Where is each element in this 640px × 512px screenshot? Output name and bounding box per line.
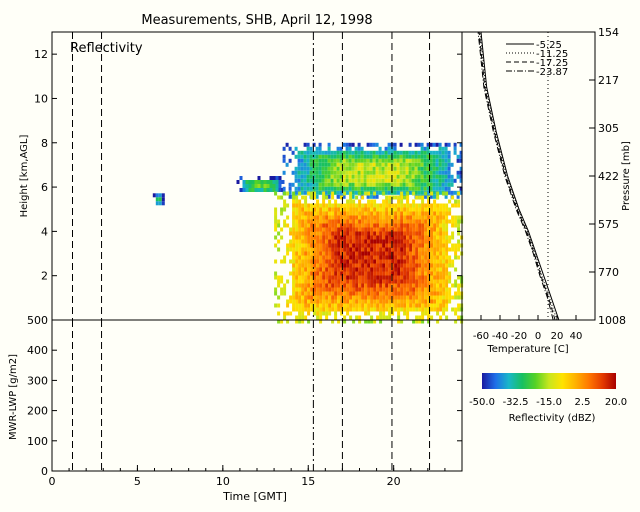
height-tick-label: 6	[41, 181, 48, 194]
temperature-axis-label: Temperature [C]	[486, 344, 568, 355]
pressure-tick-label: 305	[598, 122, 619, 135]
pressure-tick-label: 770	[598, 266, 619, 279]
temperature-tick-label: -60	[473, 331, 489, 342]
lwp-dashed-lines	[72, 320, 431, 471]
colorbar: -50.0 -32.5 -15.0 2.5 20.0 Reflectivity (dBZ…	[469, 373, 627, 424]
time-tick-label: 20	[387, 475, 401, 488]
pressure-tick-label: 1008	[598, 314, 626, 327]
colorbar-tick-label: -32.5	[503, 397, 529, 408]
temperature-profile-line	[477, 31, 554, 321]
pressure-tick-label: 217	[598, 74, 619, 87]
colorbar-tick-label: 2.5	[575, 397, 591, 408]
lwp-axis-label: MWR-LWP [g/m2]	[8, 354, 19, 440]
lwp-tick-label: 100	[27, 435, 48, 448]
reflectivity-panel: 2 4 6 8 10 12 Reflectivity Height [km,AGL]	[19, 31, 464, 324]
temperature-profile-line	[480, 31, 560, 321]
height-tick-label: 10	[34, 92, 48, 105]
reflectivity-dashed-lines	[72, 32, 431, 320]
pressure-tick-label: 154	[598, 26, 619, 39]
height-tick-label: 12	[34, 48, 48, 61]
reflectivity-field	[152, 142, 464, 324]
height-axis-label: Height [km,AGL]	[19, 135, 30, 218]
temperature-panel: -60 -40 -20 0 20 40 154 217 305 422 575 770 1008 -5…	[461, 26, 632, 355]
echo-region-4	[274, 191, 464, 324]
time-tick-label: 5	[134, 475, 141, 488]
colorbar-tick-label: -15.0	[536, 397, 562, 408]
time-tick-label: 10	[216, 475, 230, 488]
lwp-y-ticks: 0 100 200 300 400 500	[27, 314, 462, 478]
figure-title: Measurements, SHB, April 12, 1998	[141, 13, 372, 28]
colorbar-gradient	[482, 373, 616, 389]
lwp-tick-label: 400	[27, 344, 48, 357]
lwp-panel: 0 100 200 300 400 500 0 5 10 15 20 MWR-LWP [g/m2]…	[8, 314, 463, 503]
pressure-ticks: 154 217 305 422 575 770 1008	[589, 26, 626, 327]
temperature-tick-label: 20	[551, 331, 564, 342]
time-axis-label: Time [GMT]	[222, 490, 287, 503]
temperature-tick-label: 40	[570, 331, 583, 342]
height-tick-label: 2	[41, 270, 48, 283]
temperature-profiles	[477, 31, 560, 321]
temperature-profile-line	[478, 31, 556, 321]
time-tick-label: 15	[301, 475, 315, 488]
lwp-tick-label: 0	[41, 465, 48, 478]
lwp-tick-label: 300	[27, 374, 48, 387]
legend-entry: -23.87	[536, 67, 568, 78]
legend-entry: -5.25	[536, 40, 562, 51]
lwp-tick-label: 200	[27, 405, 48, 418]
legend-entry: -17.25	[536, 58, 568, 69]
legend-entry: -11.25	[536, 49, 568, 60]
echo-region-2	[236, 176, 285, 192]
reflectivity-y-ticks: 2 4 6 8 10 12	[34, 48, 462, 283]
echo-region-1	[152, 193, 165, 206]
height-tick-label: 4	[41, 225, 48, 238]
temperature-tick-label: -40	[492, 331, 508, 342]
height-tick-label: 8	[41, 137, 48, 150]
temperature-plot-area	[461, 31, 596, 321]
time-tick-label: 0	[49, 475, 56, 488]
temperature-x-ticks: -60 -40 -20 0 20 40	[473, 315, 583, 342]
pressure-tick-label: 422	[598, 170, 619, 183]
temperature-profile-line	[479, 31, 558, 321]
pressure-axis-label: Pressure [mb]	[621, 141, 632, 211]
reflectivity-panel-label: Reflectivity	[70, 41, 143, 56]
colorbar-label: Reflectivity (dBZ)	[509, 413, 596, 424]
colorbar-tick-label: -50.0	[469, 397, 495, 408]
temperature-tick-label: 0	[535, 331, 541, 342]
lwp-plot-area	[51, 319, 463, 472]
echo-region-3	[282, 142, 463, 199]
pressure-tick-label: 575	[598, 218, 619, 231]
lwp-tick-label: 500	[27, 314, 48, 327]
temperature-legend: -5.25-11.25-17.25-23.87	[506, 40, 568, 78]
time-x-ticks: 0 5 10 15 20	[49, 465, 446, 488]
colorbar-ticks: -50.0 -32.5 -15.0 2.5 20.0	[469, 397, 627, 408]
temperature-tick-label: -20	[511, 331, 527, 342]
colorbar-tick-label: 20.0	[605, 397, 627, 408]
